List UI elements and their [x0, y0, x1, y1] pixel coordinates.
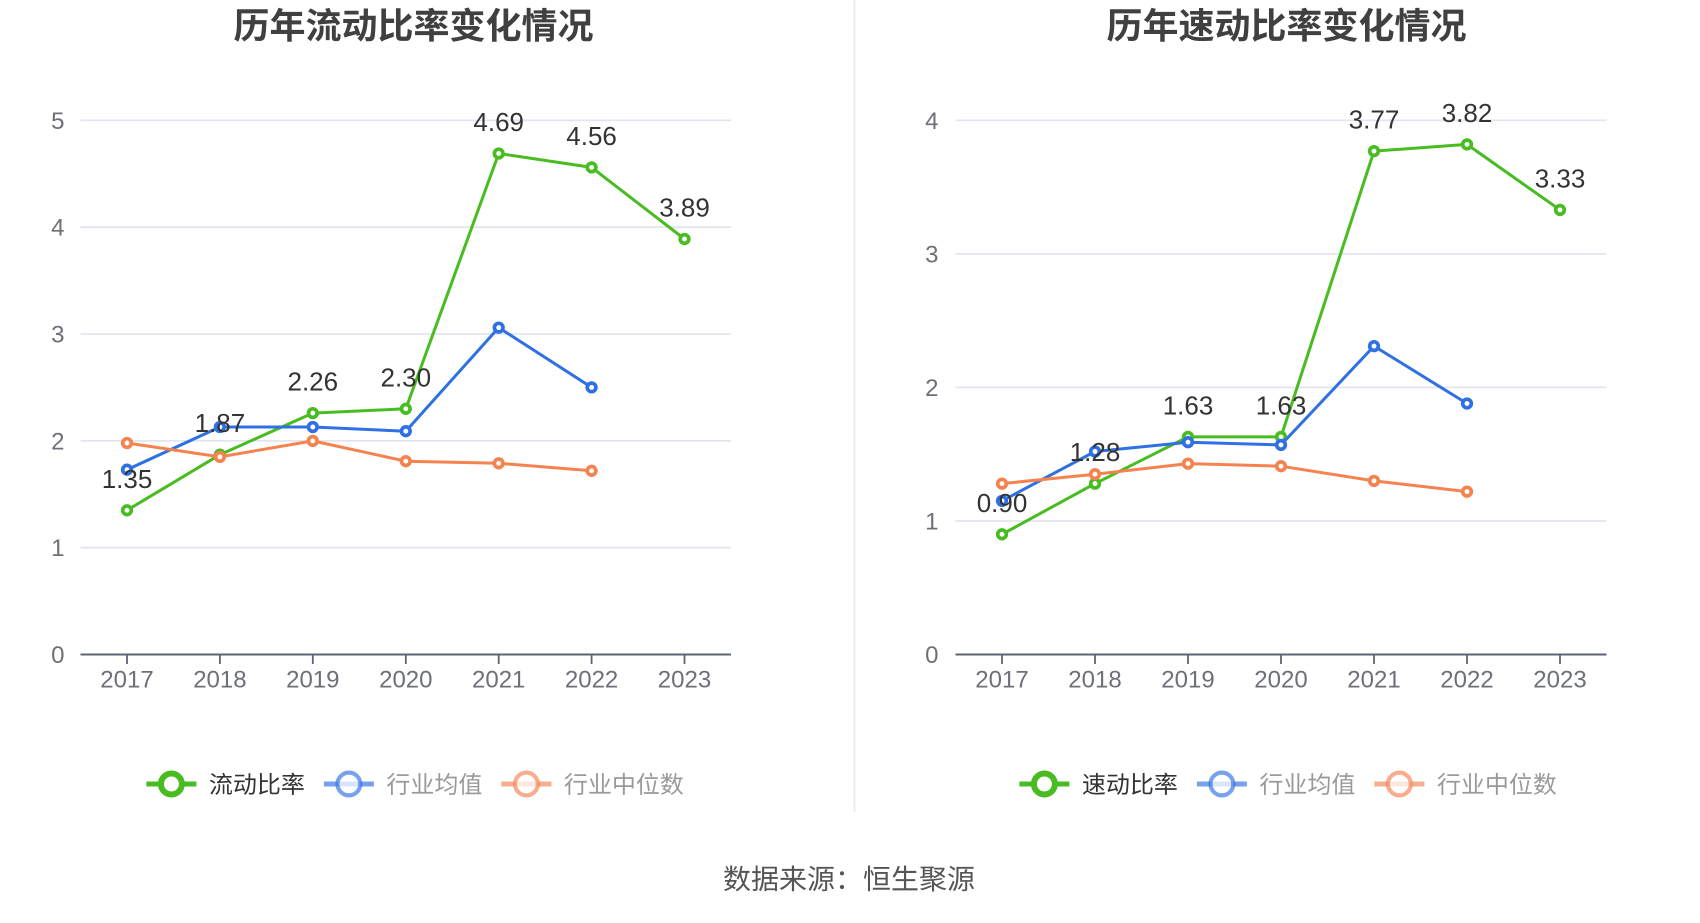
svg-text:4: 4: [51, 215, 64, 242]
svg-text:1: 1: [51, 535, 64, 562]
svg-text:2.26: 2.26: [287, 367, 338, 397]
svg-text:3.89: 3.89: [659, 193, 710, 223]
svg-text:2: 2: [925, 375, 938, 402]
svg-text:2023: 2023: [1533, 667, 1586, 694]
svg-text:4: 4: [925, 108, 938, 135]
svg-text:2017: 2017: [975, 667, 1028, 694]
svg-text:3.77: 3.77: [1349, 105, 1400, 135]
svg-text:2023: 2023: [658, 667, 711, 694]
svg-text:2019: 2019: [1161, 667, 1214, 694]
svg-text:2021: 2021: [472, 667, 525, 694]
svg-text:2019: 2019: [286, 667, 339, 694]
svg-text:1.63: 1.63: [1163, 390, 1214, 420]
svg-text:0.90: 0.90: [977, 488, 1028, 518]
svg-text:1.63: 1.63: [1256, 390, 1307, 420]
svg-text:2018: 2018: [1068, 667, 1121, 694]
svg-text:1.28: 1.28: [1070, 437, 1121, 467]
svg-text:4.69: 4.69: [473, 107, 524, 137]
svg-text:2022: 2022: [565, 667, 618, 694]
svg-text:0: 0: [925, 642, 938, 669]
svg-text:5: 5: [51, 108, 64, 135]
svg-text:2021: 2021: [1347, 667, 1400, 694]
svg-text:1.87: 1.87: [195, 408, 246, 438]
svg-text:0: 0: [51, 642, 64, 669]
svg-text:3: 3: [925, 241, 938, 268]
svg-text:2017: 2017: [100, 667, 153, 694]
svg-text:2022: 2022: [1440, 667, 1493, 694]
svg-text:1.35: 1.35: [102, 464, 153, 494]
svg-text:4.56: 4.56: [566, 121, 617, 151]
svg-text:2020: 2020: [1254, 667, 1307, 694]
svg-text:2018: 2018: [193, 667, 246, 694]
svg-text:1: 1: [925, 509, 938, 536]
svg-text:2020: 2020: [379, 667, 432, 694]
svg-text:3.82: 3.82: [1442, 98, 1493, 128]
svg-text:2: 2: [51, 428, 64, 455]
svg-text:3: 3: [51, 322, 64, 349]
svg-text:2.30: 2.30: [380, 362, 431, 392]
svg-text:3.33: 3.33: [1535, 163, 1586, 193]
